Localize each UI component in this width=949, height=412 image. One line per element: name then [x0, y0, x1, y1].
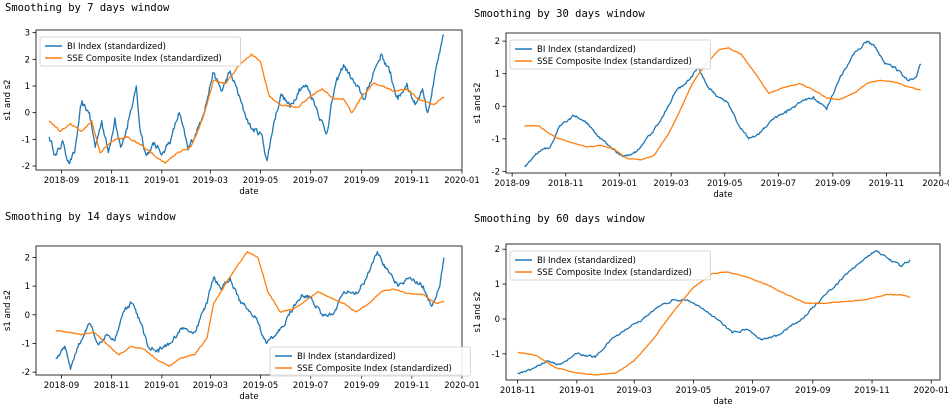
- chart-panel-14-days: Smoothing by 14 days window 2018-09 2018-…: [0, 205, 480, 412]
- y-axis-label: s1 and s2: [473, 291, 483, 332]
- x-tick-label: 2019-01: [602, 179, 638, 189]
- chart-title: Smoothing by 30 days window: [474, 8, 645, 20]
- chart-panel-7-days: Smoothing by 7 days window 2018-09 2018-1…: [0, 0, 480, 205]
- y-tick-label: -1: [492, 135, 500, 145]
- series-line-bi-index: [517, 250, 911, 375]
- y-tick-label: 1: [25, 282, 30, 292]
- x-tick-label: 2020-01: [444, 176, 480, 186]
- x-tick-label: 2018-11: [548, 179, 584, 189]
- y-tick-label: -2: [22, 368, 30, 378]
- y-axis-label: s1 and s2: [473, 82, 483, 123]
- x-tick-label: 2020-01: [444, 381, 480, 391]
- x-tick-label: 2018-11: [94, 381, 130, 391]
- legend-label: SSE Composite Index (standardized): [297, 364, 452, 374]
- y-tick-label: 1: [495, 280, 500, 290]
- x-axis-label: date: [239, 392, 258, 402]
- plot-frame: [35, 29, 463, 171]
- y-tick-label: 2: [25, 55, 30, 65]
- x-tick-label: 2019-03: [193, 176, 229, 186]
- series-line-sse-index: [517, 271, 911, 376]
- x-tick-label: 2019-07: [293, 381, 329, 391]
- x-tick-label: 2019-05: [243, 176, 279, 186]
- line-chart-60-days: 2018-11 2019-01 2019-03 2019-05 2019-07 2019-…: [473, 243, 949, 407]
- chart-title: Smoothing by 7 days window: [5, 2, 170, 14]
- x-tick-label: 2019-03: [616, 386, 652, 396]
- y-tick-label: 0: [25, 109, 30, 119]
- y-tick-label: -1: [22, 135, 30, 145]
- plot-frame: [35, 245, 463, 376]
- x-tick-label: 2019-09: [344, 176, 380, 186]
- x-tick-label: 2019-05: [676, 386, 712, 396]
- series-line-bi-index: [55, 251, 445, 370]
- x-tick-label: 2019-07: [761, 179, 797, 189]
- y-axis-label: s1 and s2: [3, 290, 13, 331]
- y-axis-label: s1 and s2: [3, 79, 13, 120]
- legend-label: BI Index (standardized): [297, 352, 396, 362]
- x-tick-label: 2019-09: [344, 381, 380, 391]
- x-tick-label: 2019-05: [243, 381, 279, 391]
- series-line-bi-index: [48, 34, 445, 165]
- x-tick-label: 2019-01: [144, 176, 180, 186]
- chart-panel-30-days: Smoothing by 30 days window 2018-09 2018-…: [470, 0, 949, 205]
- x-tick-label: 2018-09: [44, 176, 80, 186]
- x-tick-label: 2019-07: [293, 176, 329, 186]
- series-line-sse-index: [524, 47, 921, 161]
- y-tick-label: 3: [25, 29, 30, 39]
- legend-label: SSE Composite Index (standardized): [537, 57, 692, 67]
- legend-label: SSE Composite Index (standardized): [537, 268, 692, 278]
- x-tick-label: 2019-11: [854, 386, 890, 396]
- line-chart-14-days: 2018-09 2018-11 2019-01 2019-03 2019-05 2019-…: [3, 245, 480, 402]
- legend-box: [509, 39, 712, 70]
- x-tick-label: 2019-11: [869, 179, 905, 189]
- series-line-sse-index: [55, 251, 445, 368]
- chart-title: Smoothing by 60 days window: [474, 213, 645, 225]
- y-tick-label: 1: [495, 70, 500, 80]
- chart-panel-60-days: Smoothing by 60 days window 2018-11 2019-…: [470, 205, 949, 412]
- y-tick-label: 1: [25, 82, 30, 92]
- x-axis-label: date: [239, 187, 258, 197]
- plot-frame: [505, 32, 941, 174]
- x-axis-label: date: [713, 397, 732, 407]
- x-tick-label: 2019-03: [653, 179, 689, 189]
- legend-label: BI Index (standardized): [537, 256, 636, 266]
- series-line-bi-index: [524, 40, 922, 168]
- y-tick-label: -1: [22, 339, 30, 349]
- legend-label: SSE Composite Index (standardized): [67, 54, 222, 64]
- x-tick-label: 2019-09: [815, 179, 851, 189]
- x-tick-label: 2018-11: [500, 386, 536, 396]
- x-tick-label: 2018-11: [94, 176, 130, 186]
- x-tick-label: 2019-01: [559, 386, 595, 396]
- x-tick-label: 2019-03: [193, 381, 229, 391]
- legend-label: BI Index (standardized): [537, 45, 636, 55]
- y-tick-label: 2: [495, 245, 500, 255]
- y-tick-label: -1: [492, 350, 500, 360]
- x-tick-label: 2019-09: [795, 386, 831, 396]
- x-tick-label: 2019-11: [394, 176, 430, 186]
- series-line-sse-index: [48, 53, 445, 164]
- y-tick-label: 0: [25, 311, 30, 321]
- x-tick-label: 2018-09: [494, 179, 530, 189]
- legend-box: [509, 250, 712, 281]
- legend-box: [39, 36, 242, 67]
- x-tick-label: 2019-07: [735, 386, 771, 396]
- x-tick-label: 2020-01: [922, 179, 949, 189]
- legend-label: BI Index (standardized): [67, 42, 166, 52]
- x-tick-label: 2018-09: [44, 381, 80, 391]
- y-tick-label: 2: [495, 37, 500, 47]
- line-chart-30-days: 2018-09 2018-11 2019-01 2019-03 2019-05 2019-…: [473, 32, 949, 200]
- x-tick-label: 2019-11: [394, 381, 430, 391]
- y-tick-label: -2: [22, 162, 30, 172]
- x-tick-label: 2019-05: [707, 179, 743, 189]
- y-tick-label: 0: [495, 102, 500, 112]
- legend-box: [269, 346, 472, 377]
- x-tick-label: 2020-01: [914, 386, 949, 396]
- x-tick-label: 2019-01: [144, 381, 180, 391]
- x-axis-label: date: [713, 190, 732, 200]
- y-tick-label: 2: [25, 253, 30, 263]
- y-tick-label: 0: [495, 315, 500, 325]
- plot-frame: [505, 243, 941, 381]
- y-tick-label: -2: [492, 167, 500, 177]
- chart-title: Smoothing by 14 days window: [5, 211, 176, 223]
- line-chart-7-days: 2018-09 2018-11 2019-01 2019-03 2019-05 2019-…: [3, 29, 480, 197]
